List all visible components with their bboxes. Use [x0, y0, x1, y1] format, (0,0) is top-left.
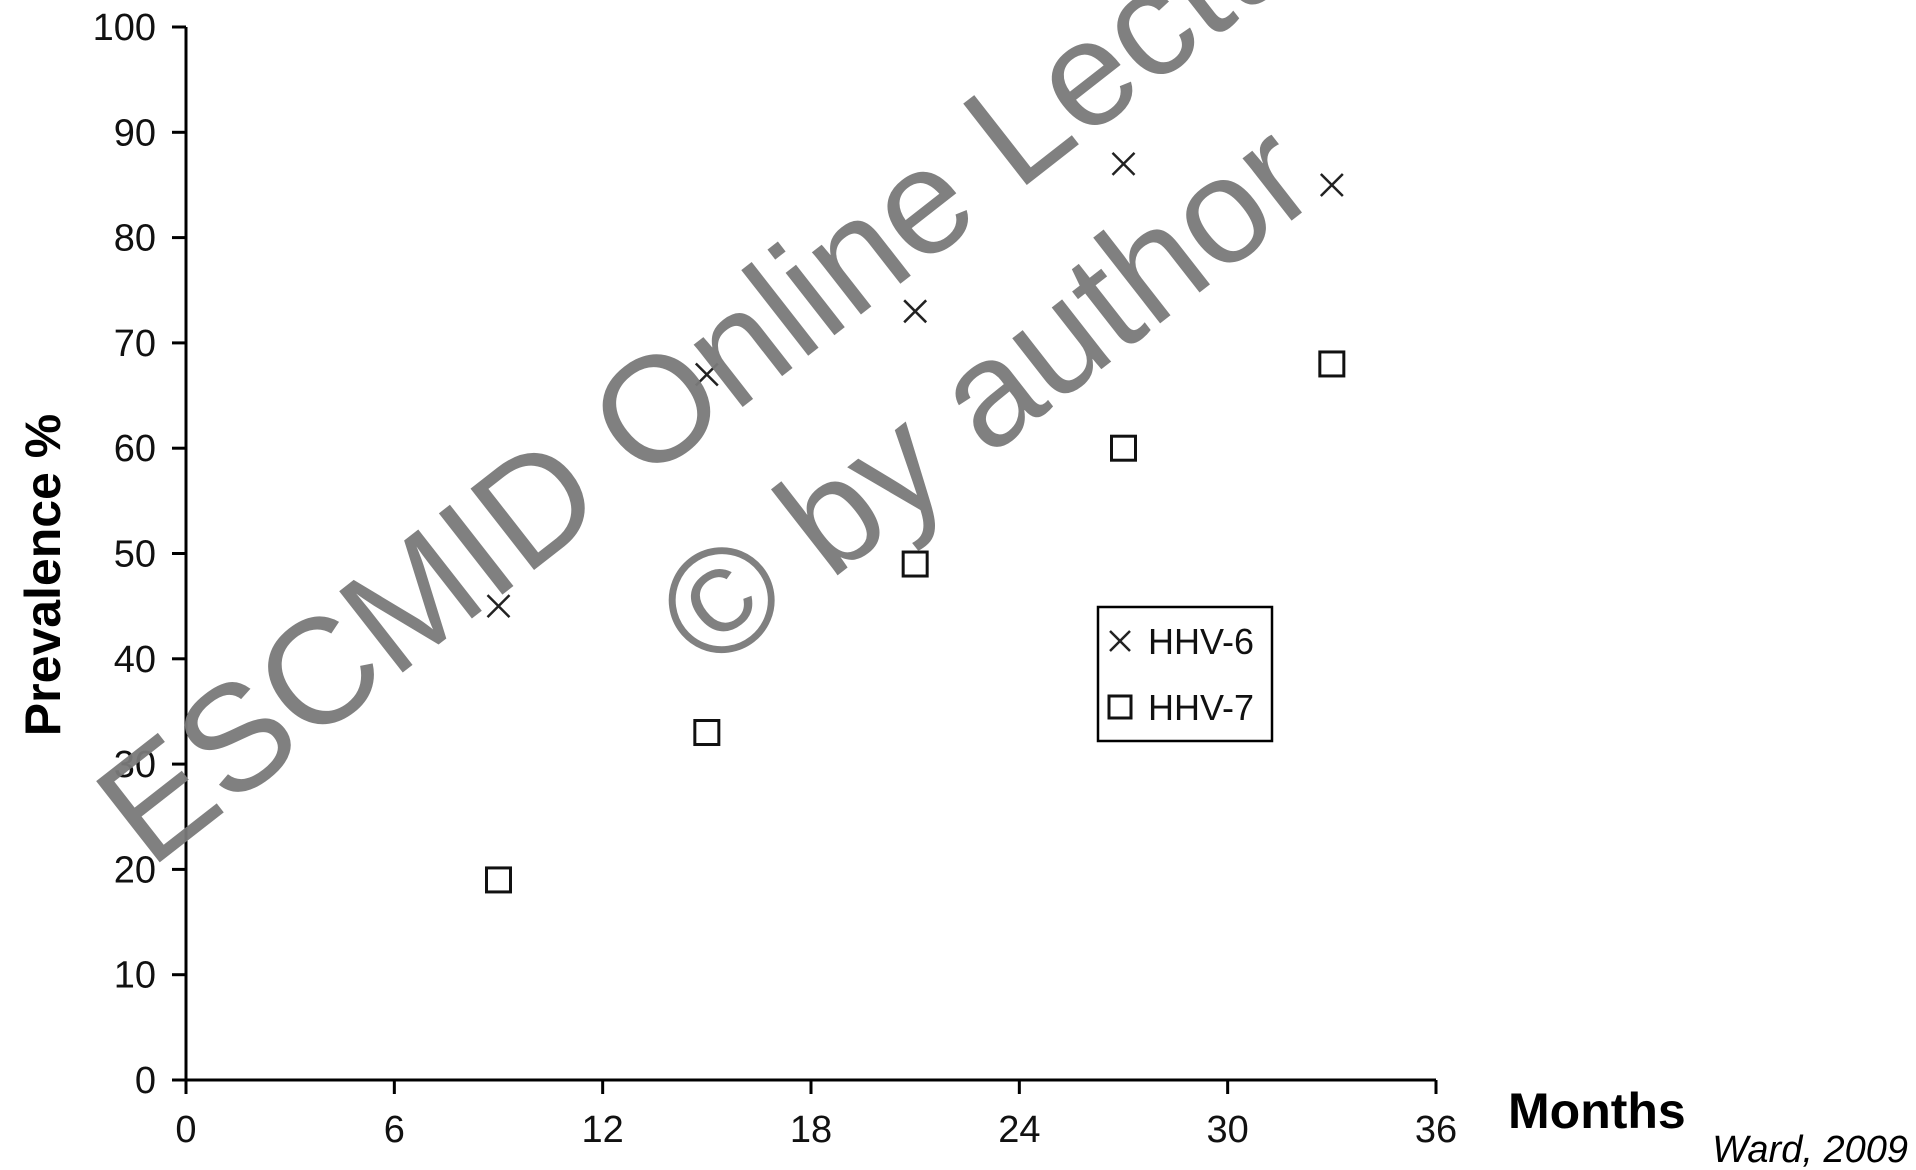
x-marker-stroke [694, 362, 719, 387]
x-tick-label: 36 [1415, 1109, 1457, 1151]
y-tick-label: 50 [114, 534, 156, 576]
y-tick-label: 90 [114, 112, 156, 154]
x-marker-stroke [1111, 152, 1136, 176]
y-axis-title: Prevalence % [15, 414, 71, 736]
hhv6-point [1319, 173, 1344, 197]
y-tick-label: 0 [135, 1060, 156, 1102]
watermark: ESCMID Online Lecture Library © by autho… [66, 0, 1825, 895]
legend-entry: HHV-6 [1148, 621, 1254, 662]
hhv6-point [903, 299, 928, 324]
x-tick-label: 6 [384, 1109, 405, 1151]
y-tick-label: 40 [114, 639, 156, 681]
y-tick-label: 100 [93, 7, 156, 49]
hhv7-point [1110, 434, 1137, 462]
x-tick-label: 0 [175, 1109, 196, 1151]
chart-marks [485, 152, 1346, 894]
y-tick-label: 20 [114, 849, 156, 891]
x-marker-stroke [1109, 630, 1131, 652]
y-tick-label: 70 [114, 323, 156, 365]
y-tick-label: 30 [114, 744, 156, 786]
y-tick-label: 10 [114, 955, 156, 997]
y-tick-label: 60 [114, 428, 156, 470]
x-marker-stroke [1319, 173, 1344, 197]
y-tick-label: 80 [114, 218, 156, 260]
x-tick-label: 18 [790, 1109, 832, 1151]
chart-legend: HHV-6 HHV-7 [1096, 605, 1274, 743]
x-tick-label: 30 [1207, 1109, 1249, 1151]
chart-ticks: 0 10 20 30 40 50 60 70 80 90 100 0 6 12 18 24 30 36 [93, 7, 1458, 1151]
hhv6-point [486, 594, 511, 619]
legend-marker [1109, 630, 1131, 652]
hhv7-point [693, 719, 721, 747]
x-axis-title: Months [1508, 1083, 1686, 1139]
x-marker-stroke [486, 594, 511, 619]
legend-entry: HHV-7 [1148, 687, 1254, 728]
hhv7-point [1318, 350, 1346, 378]
hhv6-point [1111, 152, 1136, 176]
hhv7-point [485, 866, 512, 894]
x-tick-label: 12 [582, 1109, 624, 1151]
hhv6-point [694, 362, 719, 387]
x-tick-label: 24 [998, 1109, 1040, 1151]
source-citation: Ward, 2009 [1712, 1129, 1908, 1170]
legend-marker [1107, 694, 1133, 720]
hhv7-point [901, 550, 929, 578]
x-marker-stroke [903, 299, 928, 324]
